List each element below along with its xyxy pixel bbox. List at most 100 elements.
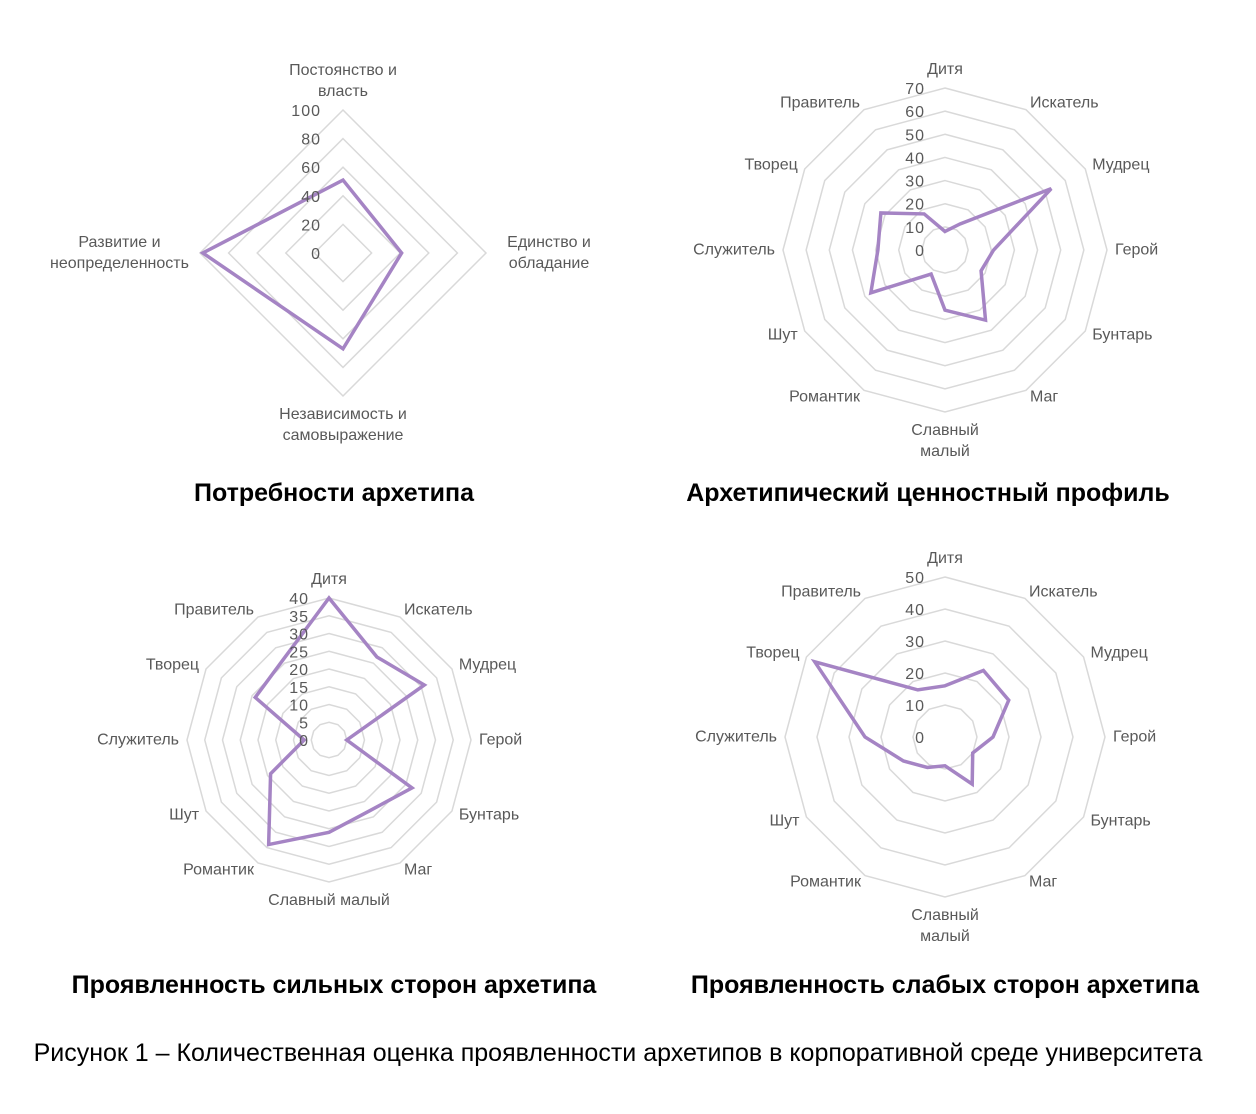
grid-ring xyxy=(848,640,1042,834)
category-label: Герой xyxy=(1113,728,1157,746)
category-label: Развитие и неопределенность xyxy=(50,234,189,272)
category-label: Маг xyxy=(1029,873,1058,891)
tick-label: 35 xyxy=(289,609,309,626)
category-label: Герой xyxy=(1115,241,1159,259)
chart-title-strengths: Проявленность сильных сторон архетипа xyxy=(71,971,597,999)
category-label: Мудрец xyxy=(458,656,517,674)
grid-ring xyxy=(897,202,993,298)
tick-label: 30 xyxy=(289,627,309,644)
tick-label: 40 xyxy=(905,150,925,167)
category-label: Служитель xyxy=(695,728,777,746)
grid-ring xyxy=(274,685,384,795)
category-label: Мудрец xyxy=(1090,644,1148,662)
figure-caption: Рисунок 1 – Количественная оценка проявл… xyxy=(33,1039,1203,1067)
grid-ring xyxy=(256,166,430,340)
radar-chart-3: 0 10 20 30 40 50 xyxy=(784,570,1106,898)
tick-label: 40 xyxy=(905,602,925,619)
chart-title-needs: Потребности архетипа xyxy=(194,479,474,507)
grid-ring xyxy=(186,597,472,883)
grid-ring xyxy=(198,108,488,398)
category-label: Дитя xyxy=(311,571,347,588)
category-label: Бунтарь xyxy=(458,806,520,824)
grid-ring xyxy=(851,156,1039,344)
category-label: Правитель xyxy=(781,583,861,600)
category-label: Независимость и самовыражение xyxy=(279,406,407,444)
category-label: Служитель xyxy=(693,241,775,259)
category-label: Славный малый xyxy=(911,907,979,945)
grid-ring xyxy=(880,672,1010,802)
category-label: Искатель xyxy=(404,601,473,619)
tick-label: 10 xyxy=(289,698,309,715)
category-label: Славный малый xyxy=(911,422,979,460)
category-label: Творец xyxy=(744,156,798,174)
tick-label: 10 xyxy=(905,220,925,237)
grid-ring xyxy=(782,87,1108,413)
category-label: Мудрец xyxy=(1092,156,1150,174)
category-label: Романтик xyxy=(790,873,861,891)
category-label: Правитель xyxy=(780,94,860,112)
tick-label: 10 xyxy=(905,698,925,715)
grid-ring xyxy=(227,137,459,369)
tick-label: 60 xyxy=(905,104,925,121)
tick-label: 40 xyxy=(301,189,321,206)
tick-label: 80 xyxy=(301,132,321,149)
grid-ring xyxy=(313,223,373,283)
category-label: Маг xyxy=(404,861,433,879)
tick-label: 70 xyxy=(905,81,925,98)
tick-label: 5 xyxy=(299,715,309,732)
grid-ring xyxy=(921,226,969,274)
grid-ring xyxy=(284,194,402,312)
category-label: Романтик xyxy=(183,861,254,879)
grid-ring xyxy=(203,614,455,866)
category-label: Бунтарь xyxy=(1090,812,1151,830)
category-label: Творец xyxy=(145,656,200,674)
grid-ring xyxy=(310,721,348,759)
grid-ring xyxy=(221,632,437,848)
tick-label: 100 xyxy=(291,103,321,120)
tick-label: 60 xyxy=(301,160,321,177)
grid-ring xyxy=(816,608,1074,866)
category-label: Единство и обладание xyxy=(507,234,591,272)
tick-label: 0 xyxy=(299,733,309,750)
category-label: Искатель xyxy=(1030,94,1099,112)
tick-label: 40 xyxy=(289,591,309,608)
grid-ring xyxy=(292,703,366,777)
chart-title-weaknesses: Проявленность слабых сторон архетипа xyxy=(690,971,1200,999)
category-label: Дитя xyxy=(927,61,963,78)
chart-title-value-profile: Архетипический ценностный профиль xyxy=(686,479,1170,507)
tick-label: 15 xyxy=(289,680,309,697)
category-label: Славный малый xyxy=(268,892,390,909)
category-label: Служитель xyxy=(97,731,179,749)
tick-label: 20 xyxy=(905,197,925,214)
category-label: Бунтарь xyxy=(1092,326,1153,344)
category-label: Творец xyxy=(746,644,800,662)
tick-label: 20 xyxy=(301,217,321,234)
tick-label: 25 xyxy=(289,644,309,661)
category-label: Постоянство и власть xyxy=(289,62,397,100)
category-label: Искатель xyxy=(1029,583,1098,600)
category-label: Романтик xyxy=(789,388,860,406)
grid-ring xyxy=(805,110,1085,390)
category-label: Шут xyxy=(169,806,200,824)
tick-label: 50 xyxy=(905,570,925,587)
category-label: Шут xyxy=(767,326,798,344)
grid-ring xyxy=(257,668,401,812)
radar-chart-0: 0 20 40 60 80 100 xyxy=(198,103,488,398)
tick-label: 20 xyxy=(905,666,925,683)
tick-label: 0 xyxy=(915,730,925,747)
category-label: Маг xyxy=(1030,388,1059,406)
grid-ring xyxy=(874,179,1016,321)
radar-chart-1: 0 10 20 30 40 50 60 70 xyxy=(782,81,1108,413)
tick-label: 50 xyxy=(905,127,925,144)
category-label: Шут xyxy=(769,812,800,830)
tick-label: 20 xyxy=(289,662,309,679)
category-label: Дитя xyxy=(927,550,963,567)
grid-ring xyxy=(828,133,1062,367)
tick-label: 30 xyxy=(905,634,925,651)
grid-ring xyxy=(912,704,978,770)
category-label: Правитель xyxy=(174,601,254,619)
tick-label: 0 xyxy=(915,243,925,260)
category-label: Герой xyxy=(479,731,523,749)
